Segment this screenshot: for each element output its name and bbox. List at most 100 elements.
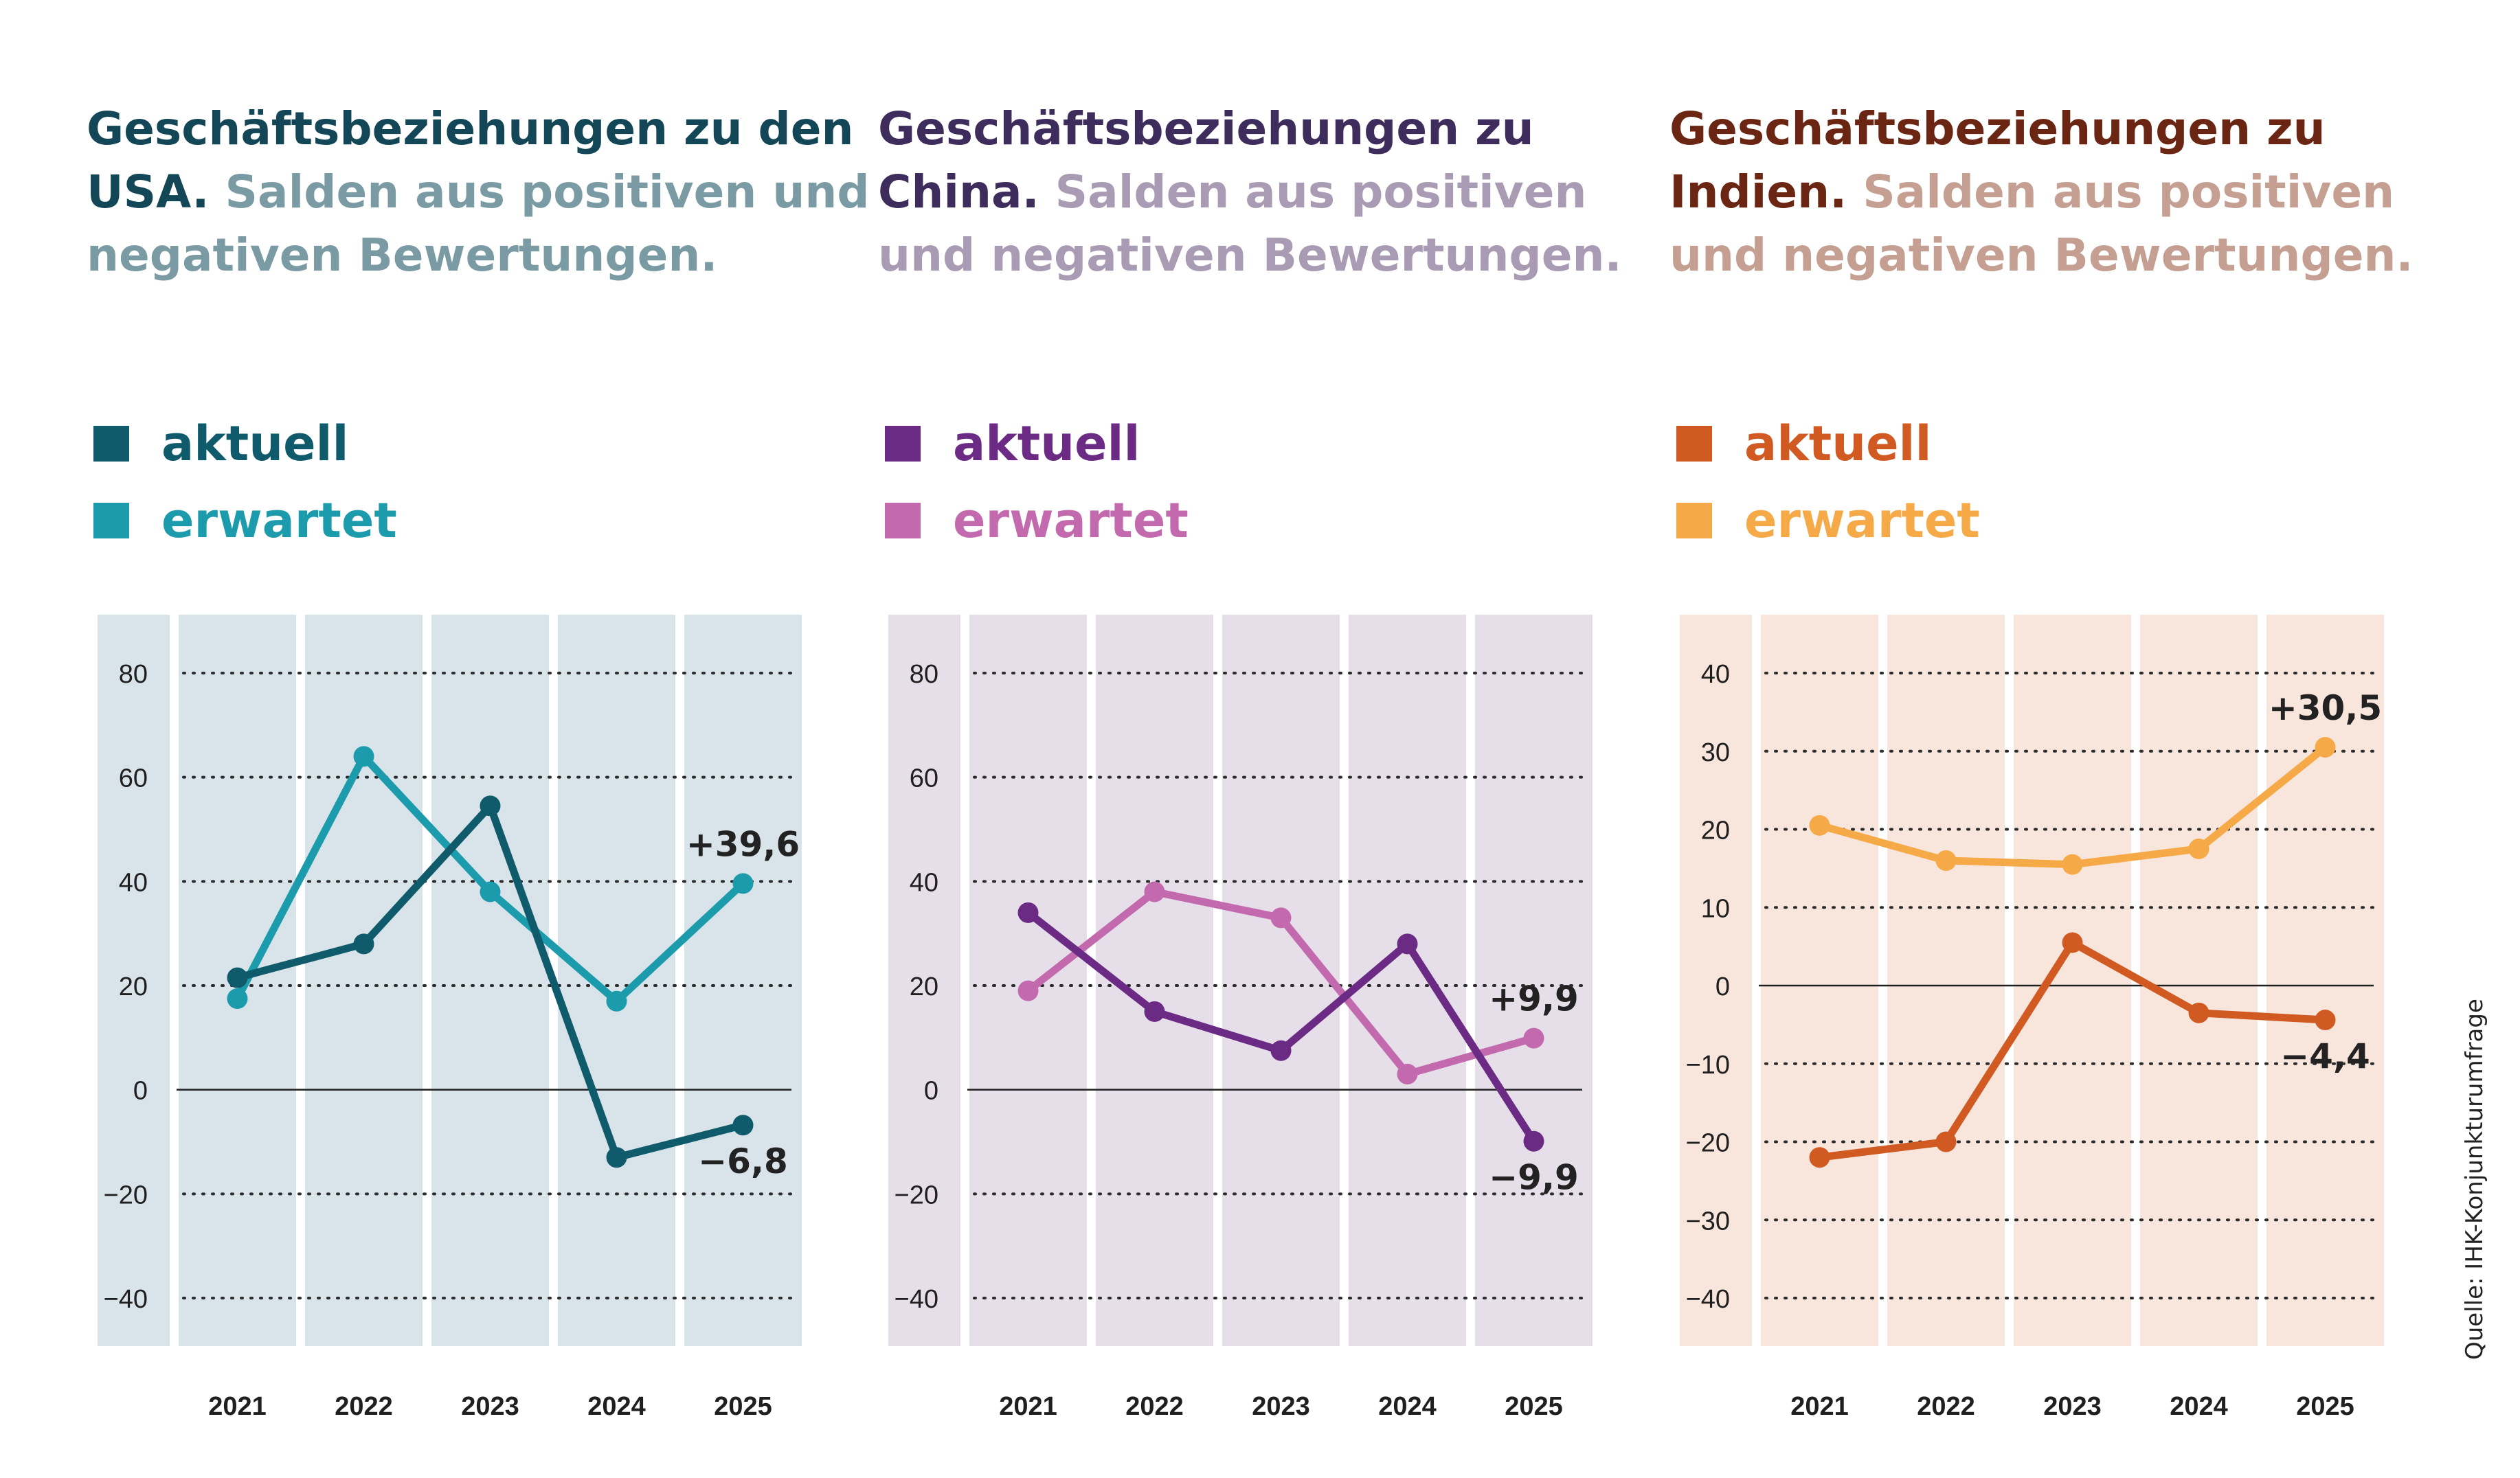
y-tick-label: 10 [1701,894,1730,923]
axis-band [98,615,170,1346]
y-tick-label: 40 [910,868,938,897]
data-point-erwartet [353,746,374,767]
year-band [1887,615,2005,1346]
legend-item-aktuell: aktuell [93,405,397,482]
legend-label-aktuell: aktuell [161,416,349,472]
data-point-erwartet [2062,854,2083,875]
title-main: Geschäftsbeziehungen zu Indien. [1669,102,2326,218]
chart-title-usa: Geschäftsbeziehungen zu den USA. Salden … [87,98,877,287]
legend-swatch-erwartet [1676,503,1712,538]
year-band [305,615,423,1346]
y-tick-label: −20 [104,1181,148,1209]
data-point-aktuell [353,933,374,955]
chart-usa: −40 −20 0 20 40 60 80 2021 2022 2023 2024 2025 −6,8 +… [98,615,802,1421]
data-point-erwartet [1144,881,1165,902]
y-tick-label: −40 [1686,1285,1730,1314]
x-tick-label: 2024 [1378,1392,1437,1421]
title-main: Geschäftsbeziehungen zu China. [878,102,1534,218]
x-tick-label: 2025 [2296,1392,2354,1421]
year-band [431,615,549,1346]
source-note: Quelle: IHK-Konjunkturumfrage [2461,999,2488,1360]
y-tick-label: 20 [1701,817,1730,845]
year-band [2140,615,2258,1346]
y-tick-label: 40 [1701,660,1730,689]
panel-china: Geschäftsbeziehungen zu China. Salden au… [878,0,1668,1478]
y-tick-label: 60 [119,764,148,793]
y-tick-label: 30 [1701,738,1730,767]
data-point-aktuell [1935,1131,1957,1152]
legend-item-aktuell: aktuell [885,405,1189,482]
legend-label-erwartet: erwartet [161,492,397,549]
end-value-label: +9,9 [1489,979,1578,1019]
y-tick-label: −30 [1686,1207,1730,1236]
year-band [2014,615,2131,1346]
year-band [1761,615,1878,1346]
x-tick-label: 2021 [999,1392,1057,1421]
data-point-erwartet [2188,838,2209,859]
x-tick-label: 2022 [1917,1392,1975,1421]
x-tick-label: 2024 [2170,1392,2228,1421]
data-point-aktuell [1809,1147,1830,1168]
year-band [1222,615,1340,1346]
data-point-erwartet [732,873,754,894]
x-tick-label: 2022 [335,1392,393,1421]
data-point-aktuell [1523,1130,1544,1152]
data-point-erwartet [1017,980,1039,1001]
data-point-aktuell [606,1147,627,1168]
y-tick-label: −40 [895,1285,938,1314]
y-tick-label: 80 [910,660,938,689]
y-tick-label: −40 [104,1285,148,1314]
title-main: Geschäftsbeziehungen zu den USA. [87,102,854,218]
data-point-erwartet [1809,815,1830,836]
legend-usa: aktuell erwartet [93,405,397,559]
data-point-aktuell [227,967,248,988]
legend-swatch-aktuell [885,426,921,462]
legend-item-erwartet: erwartet [93,482,397,559]
x-tick-label: 2021 [208,1392,267,1421]
axis-band [1680,615,1752,1346]
y-tick-label: −10 [1686,1051,1730,1080]
legend-label-erwartet: erwartet [1744,492,1980,549]
data-point-aktuell [1017,902,1039,923]
title-sub: Salden aus positiven und negativen Bewer… [87,166,870,282]
x-tick-label: 2025 [714,1392,772,1421]
legend-label-aktuell: aktuell [1744,416,1932,472]
y-tick-label: 80 [119,660,148,689]
year-band [684,615,802,1346]
chart-indien: −40 −30 −20 −10 0 10 20 30 40 2021 2022 2023 2024 202… [1680,615,2384,1421]
data-point-aktuell [1397,933,1418,955]
y-tick-label: 0 [924,1077,938,1106]
legend-item-aktuell: aktuell [1676,405,1980,482]
end-value-label: −4,4 [2280,1036,2370,1076]
data-point-erwartet [480,881,501,902]
panel-indien: Geschäftsbeziehungen zu Indien. Salden a… [1669,0,2460,1478]
legend-item-erwartet: erwartet [1676,482,1980,559]
end-value-label: −6,8 [698,1141,787,1181]
legend-swatch-aktuell [1676,426,1712,462]
x-tick-label: 2024 [587,1392,646,1421]
x-tick-label: 2022 [1125,1392,1184,1421]
legend-swatch-erwartet [93,503,129,538]
data-point-aktuell [1144,1001,1165,1022]
y-tick-label: 40 [119,868,148,897]
year-band [2266,615,2384,1346]
y-tick-label: 60 [910,764,938,793]
data-point-aktuell [2062,932,2083,953]
legend-label-aktuell: aktuell [953,416,1140,472]
data-point-aktuell [732,1115,754,1136]
legend-label-erwartet: erwartet [953,492,1189,549]
y-tick-label: −20 [895,1181,938,1209]
data-point-erwartet [1397,1063,1418,1084]
data-point-aktuell [2315,1010,2336,1031]
y-tick-label: 20 [910,973,938,1001]
data-point-erwartet [2315,737,2336,758]
data-point-erwartet [227,988,248,1009]
data-point-erwartet [606,990,627,1012]
title-sub: Salden aus positiven und negativen Bewer… [1669,166,2414,282]
panel-usa: Geschäftsbeziehungen zu den USA. Salden … [87,0,877,1478]
y-tick-label: 0 [133,1077,148,1106]
chart-title-china: Geschäftsbeziehungen zu China. Salden au… [878,98,1668,287]
data-point-erwartet [1935,850,1957,871]
data-point-erwartet [1523,1027,1544,1049]
